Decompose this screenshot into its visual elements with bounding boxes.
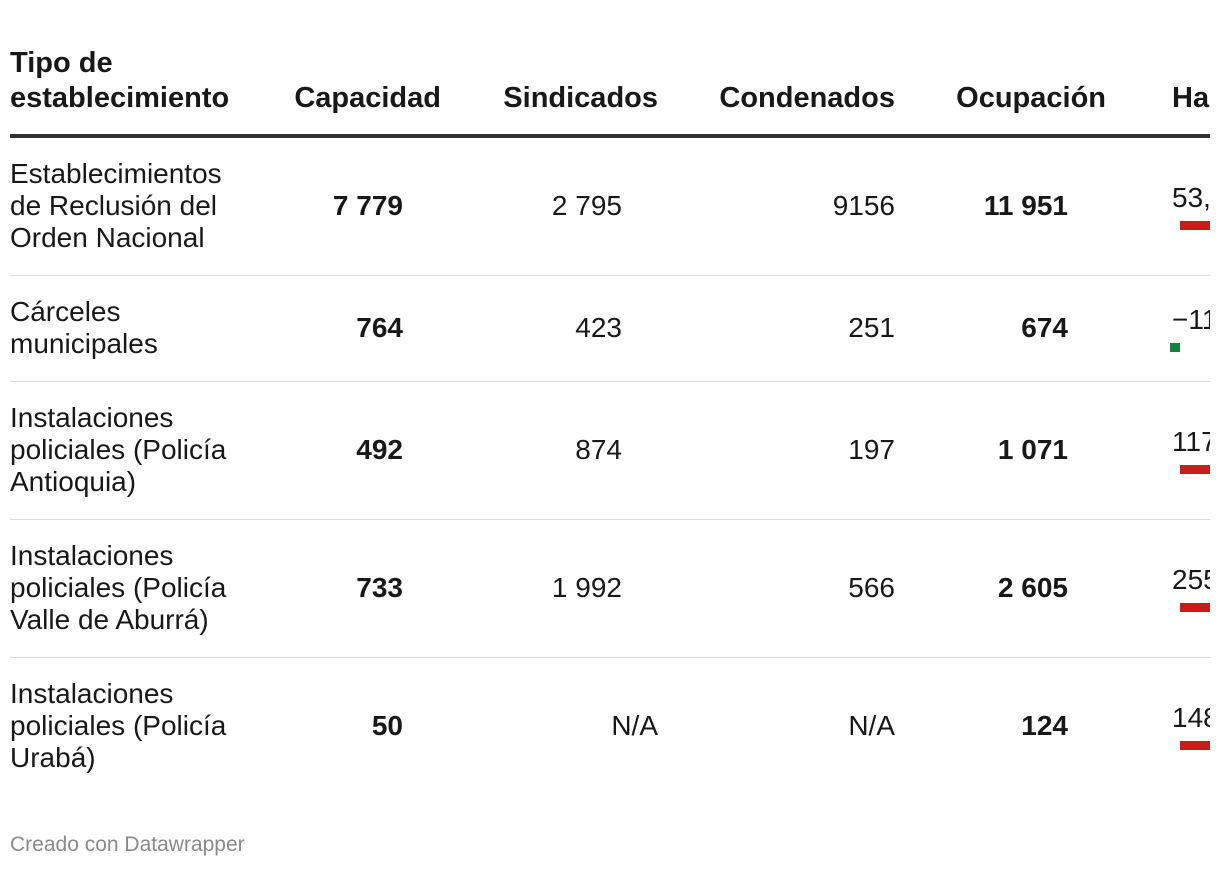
cell-ocupacion: 124 <box>1021 710 1068 741</box>
header-condenados[interactable]: Condenados <box>719 82 895 114</box>
cell-capacidad: 7 779 <box>332 190 403 221</box>
table-row: Instalaciones policiales (Policía Urabá)… <box>10 658 1210 796</box>
cell-condenados: 566 <box>848 572 895 603</box>
data-table: Tipo de establecimiento Capacidad Sindic… <box>10 0 1210 800</box>
cell-condenados: N/A <box>848 710 895 741</box>
cell-ocupacion: 674 <box>1021 312 1068 343</box>
table-row: Instalaciones policiales (Policía Valle … <box>10 520 1210 658</box>
table-row: Establecimientos de Reclusión del Orden … <box>10 138 1210 276</box>
cell-ocupacion: 11 951 <box>983 190 1068 221</box>
cell-condenados: 197 <box>848 434 895 465</box>
header-hacinamiento[interactable]: Ha <box>1172 82 1210 114</box>
hacinamiento-bar <box>1180 741 1210 750</box>
cell-condenados: 9156 <box>832 190 895 221</box>
cell-capacidad: 492 <box>356 434 403 465</box>
table-header: Tipo de establecimiento Capacidad Sindic… <box>10 0 1210 138</box>
cell-tipo: Establecimientos de Reclusión del Orden … <box>10 158 222 253</box>
hacinamiento-bar <box>1180 465 1210 474</box>
header-tipo[interactable]: Tipo de establecimiento <box>10 47 230 114</box>
cell-tipo: Instalaciones policiales (Policía Urabá) <box>10 678 227 773</box>
cell-sindicados: 874 <box>575 434 622 465</box>
cell-tipo: Cárceles municipales <box>10 296 158 359</box>
cell-sindicados: N/A <box>611 710 658 741</box>
cell-hacinamiento: 148 <box>1172 702 1210 733</box>
table-row: Instalaciones policiales (Policía Antioq… <box>10 382 1210 520</box>
cell-hacinamiento: 117 <box>1172 426 1210 457</box>
hacinamiento-bar <box>1180 603 1210 612</box>
cell-hacinamiento: −11 <box>1172 304 1210 335</box>
cell-tipo: Instalaciones policiales (Policía Valle … <box>10 540 227 635</box>
datawrapper-credit[interactable]: Creado con Datawrapper <box>10 833 245 856</box>
cell-ocupacion: 1 071 <box>997 434 1068 465</box>
cell-condenados: 251 <box>848 312 895 343</box>
cell-sindicados: 2 795 <box>551 190 622 221</box>
header-capacidad[interactable]: Capacidad <box>294 82 441 114</box>
hacinamiento-bar <box>1170 343 1180 352</box>
header-sindicados[interactable]: Sindicados <box>503 82 658 114</box>
cell-capacidad: 50 <box>371 710 403 741</box>
cell-ocupacion: 2 605 <box>997 572 1068 603</box>
cell-sindicados: 1 992 <box>551 572 622 603</box>
hacinamiento-bar <box>1180 221 1210 230</box>
cell-hacinamiento: 53, <box>1172 182 1210 213</box>
header-ocupacion[interactable]: Ocupación <box>956 82 1106 114</box>
cell-sindicados: 423 <box>575 312 622 343</box>
cell-tipo: Instalaciones policiales (Policía Antioq… <box>10 402 227 497</box>
cell-capacidad: 764 <box>356 312 403 343</box>
cell-hacinamiento: 255 <box>1172 564 1210 595</box>
table-row: Cárceles municipales 764 423 251 674 −11 <box>10 276 1210 382</box>
cell-capacidad: 733 <box>356 572 403 603</box>
